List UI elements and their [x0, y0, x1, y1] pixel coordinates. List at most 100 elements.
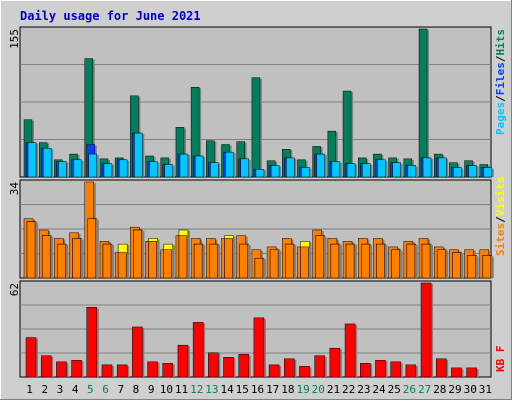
day-label: 4 [72, 383, 79, 396]
panel-visits-sites: 34 [8, 179, 494, 279]
bar-sites-front [269, 249, 279, 279]
bar-kbytes [375, 360, 386, 378]
svg-text:Pages/Files/Hits: Pages/Files/Hits [494, 29, 507, 135]
bar-sites-front [361, 243, 370, 279]
bar-sites-front [315, 235, 324, 279]
bar-pages [194, 155, 204, 178]
day-label: 9 [148, 383, 155, 396]
day-label: 1 [26, 383, 33, 396]
bar-pages [149, 161, 158, 178]
day-label: 31 [479, 383, 492, 396]
bar-pages [103, 163, 113, 178]
bar-pages [225, 151, 234, 178]
bar-kbytes [344, 323, 356, 378]
panel-kbytes: 62 [8, 280, 492, 378]
bar-kbytes [238, 354, 249, 378]
bar-pages [255, 169, 265, 178]
bar-sites-front [87, 218, 97, 279]
legend-separator: / [494, 55, 507, 62]
bar-sites-front [102, 243, 112, 279]
bar-kbytes [147, 361, 158, 378]
panel-max-label: 155 [8, 29, 21, 49]
bar-pages [179, 153, 189, 178]
bar-sites-front [300, 246, 309, 279]
bar-kbytes [405, 364, 417, 378]
bar-kbytes [360, 363, 371, 378]
bars-hits-files-pages [23, 28, 494, 178]
day-label: 14 [220, 383, 234, 396]
day-label: 11 [175, 383, 188, 396]
bar-pages [73, 159, 82, 178]
bar-kbytes [101, 364, 113, 378]
day-label: 16 [251, 383, 264, 396]
bar-pages [407, 165, 417, 178]
day-label: 28 [433, 383, 446, 396]
bar-kbytes [192, 322, 204, 378]
bar-sites-front [163, 249, 172, 279]
bar-sites-front [209, 243, 218, 279]
bar-pages [301, 167, 310, 178]
bar-kbytes [40, 355, 52, 378]
bar-sites-front [482, 255, 492, 279]
day-label: 6 [102, 383, 109, 396]
legend-sites-visits: Sites/Visits [494, 177, 507, 257]
bar-kbytes [268, 364, 280, 378]
bar-sites-front [72, 238, 81, 279]
legend-kbytes-label: KB F [494, 346, 507, 373]
bar-sites-front [391, 249, 400, 279]
day-label: 8 [133, 383, 140, 396]
panel-hits-files-pages: 155 [8, 26, 494, 178]
bar-kbytes [25, 337, 37, 378]
legend-hits: Hits [494, 29, 507, 56]
day-label: 7 [117, 383, 124, 396]
day-label: 13 [205, 383, 218, 396]
day-label: 15 [236, 383, 249, 396]
legend-pages: Pages [494, 102, 507, 135]
day-label: 17 [266, 383, 279, 396]
bar-sites-front [26, 221, 36, 279]
day-label: 26 [403, 383, 416, 396]
day-label: 22 [342, 383, 355, 396]
bar-pages [377, 159, 386, 178]
bar-pages [362, 163, 371, 178]
bar-sites-front [239, 243, 248, 279]
day-label: 27 [418, 383, 431, 396]
bar-hits [251, 77, 261, 178]
bar-sites-front [117, 252, 127, 279]
bar-sites-front [41, 235, 51, 279]
bar-pages [468, 165, 477, 178]
bar-sites-front [345, 243, 355, 279]
bar-kbytes [86, 307, 98, 378]
bar-pages [134, 132, 143, 178]
bar-sites-front [452, 252, 461, 279]
day-label: 3 [57, 383, 64, 396]
bar-sites-front [148, 241, 157, 279]
bar-kbytes [132, 326, 143, 378]
bar-sites-front [436, 249, 446, 279]
bar-kbytes [420, 282, 432, 378]
legend-hits-files-pages: Pages/Files/Hits [494, 29, 507, 135]
bar-pages [316, 153, 325, 178]
day-label: 30 [464, 383, 477, 396]
bar-sites-front [178, 235, 188, 279]
bar-pages [42, 148, 52, 178]
legend-sites: Sites [494, 223, 507, 256]
bar-kbytes [299, 366, 310, 378]
legend-files: Files [494, 62, 507, 95]
day-label: 5 [87, 383, 94, 396]
svg-text:Sites/Visits: Sites/Visits [494, 177, 507, 257]
bar-kbytes [223, 357, 234, 378]
bar-pages [88, 153, 98, 178]
bars-visits-sites [23, 181, 494, 279]
bar-pages [210, 162, 219, 178]
bar-kbytes [208, 352, 219, 378]
bar-kbytes [314, 355, 325, 378]
day-label: 23 [357, 383, 370, 396]
legend-separator: / [494, 95, 507, 102]
bar-sites-front [376, 243, 385, 279]
bar-pages [286, 157, 295, 178]
panel-max-label: 62 [8, 283, 21, 296]
bar-pages [346, 163, 356, 178]
day-label: 2 [41, 383, 48, 396]
